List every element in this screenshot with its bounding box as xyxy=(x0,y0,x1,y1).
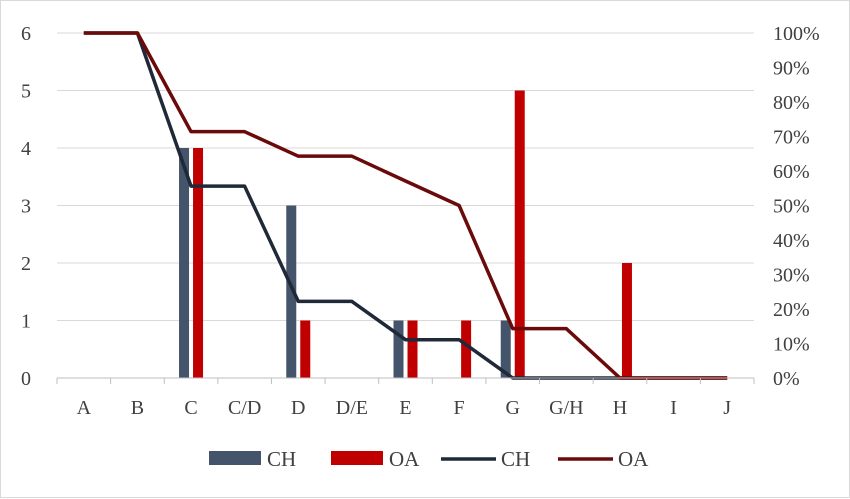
bar-oa xyxy=(461,320,472,378)
y-tick-label: 2 xyxy=(21,253,31,275)
legend-swatch-ch xyxy=(209,451,261,465)
x-tick-label: C/D xyxy=(228,397,261,419)
x-tick-label: B xyxy=(131,397,144,419)
y2-tick-label: 30% xyxy=(773,265,810,287)
bar-oa xyxy=(621,263,632,378)
legend-swatch-oa xyxy=(331,451,383,465)
bar-ch xyxy=(179,148,190,378)
bar-oa xyxy=(300,320,311,378)
y-tick-label: 4 xyxy=(21,138,31,160)
y-tick-label: 0 xyxy=(21,368,31,390)
x-tick-label: D/E xyxy=(336,397,368,419)
y-tick-label: 5 xyxy=(21,81,31,103)
y2-tick-label: 60% xyxy=(773,161,810,183)
bar-ch xyxy=(393,320,404,378)
x-tick-label: A xyxy=(77,397,92,419)
x-tick-label: H xyxy=(613,397,627,419)
y2-tick-label: 50% xyxy=(773,196,810,218)
y2-tick-label: 80% xyxy=(773,92,810,114)
x-tick-label: E xyxy=(399,397,411,419)
bar-ch xyxy=(286,205,297,378)
x-tick-label: G/H xyxy=(549,397,583,419)
legend-label: CH xyxy=(501,447,530,471)
x-tick-label: D xyxy=(291,397,305,419)
x-tick-label: C xyxy=(184,397,197,419)
y-tick-label: 3 xyxy=(21,196,31,218)
legend-label: CH xyxy=(267,447,296,471)
legend-label: OA xyxy=(389,447,420,471)
axes xyxy=(56,377,755,384)
x-tick-label: F xyxy=(454,397,465,419)
bar-ch xyxy=(500,320,511,378)
bars xyxy=(179,90,632,378)
y2-tick-label: 0% xyxy=(773,368,800,390)
legend-label: OA xyxy=(618,447,649,471)
y2-tick-label: 10% xyxy=(773,334,810,356)
tick-labels: 01234560%10%20%30%40%50%60%70%80%90%100%… xyxy=(21,23,820,419)
x-tick-label: J xyxy=(723,397,731,419)
y-tick-label: 6 xyxy=(21,23,31,45)
gridlines xyxy=(57,32,754,321)
y-tick-label: 1 xyxy=(21,311,31,333)
y2-tick-label: 70% xyxy=(773,127,810,149)
bar-oa xyxy=(514,90,525,378)
y2-tick-label: 40% xyxy=(773,230,810,252)
y2-tick-label: 90% xyxy=(773,58,810,80)
legend: CH OA CH OA xyxy=(209,447,649,471)
x-tick-label: I xyxy=(670,397,677,419)
bar-oa xyxy=(407,320,418,378)
bar-oa xyxy=(193,148,204,378)
y2-tick-label: 20% xyxy=(773,299,810,321)
y2-tick-label: 100% xyxy=(773,23,820,45)
x-tick-label: G xyxy=(506,397,520,419)
